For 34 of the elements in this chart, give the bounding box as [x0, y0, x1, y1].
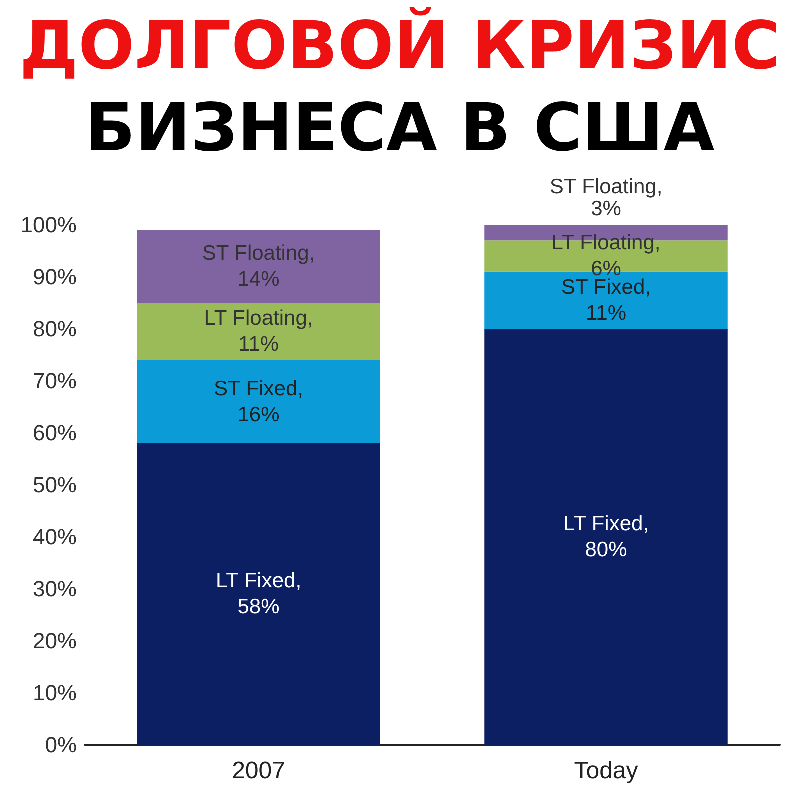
text: LT Fixed, [563, 512, 650, 536]
data-label: 11% [586, 302, 626, 325]
y-tick-label: 40% [32, 524, 77, 550]
y-tick-label: 80% [32, 316, 77, 342]
bar [137, 303, 380, 360]
data-label: 14% [238, 268, 280, 292]
series-label: ST Fixed, [562, 276, 651, 299]
y-tick-label: 90% [32, 264, 77, 290]
y-tick-label: 30% [32, 576, 77, 602]
bar [137, 230, 380, 303]
y-tick-label: 60% [32, 420, 77, 446]
data-label: 3% [591, 198, 622, 220]
text: ST Fixed, [214, 377, 304, 400]
data-label: 58% [238, 596, 280, 619]
y-tick-label: 10% [32, 680, 77, 706]
series-label: ST Floating, [202, 242, 316, 266]
series-label: LT Fixed, [216, 570, 302, 593]
bar [137, 360, 380, 444]
y-tick-label: 100% [20, 212, 77, 238]
bar [484, 329, 728, 745]
bar [137, 443, 380, 745]
text: ST Floating, [550, 176, 663, 198]
text: LT Floating, [204, 307, 314, 330]
y-tick-label: 0% [45, 732, 77, 758]
x-tick-label: 2007 [232, 758, 286, 784]
data-label: 16% [238, 403, 280, 426]
chart-subtitle: БИЗНЕСА В США [85, 90, 715, 166]
y-tick-label: 70% [32, 368, 77, 394]
data-label: 11% [238, 333, 279, 356]
y-tick-label: 50% [32, 472, 77, 498]
data-label: 80% [585, 538, 628, 562]
x-tick-label: Today [574, 758, 638, 784]
chart-title: ДОЛГОВОЙ КРИЗИС [20, 6, 780, 84]
y-tick-label: 20% [32, 628, 77, 654]
